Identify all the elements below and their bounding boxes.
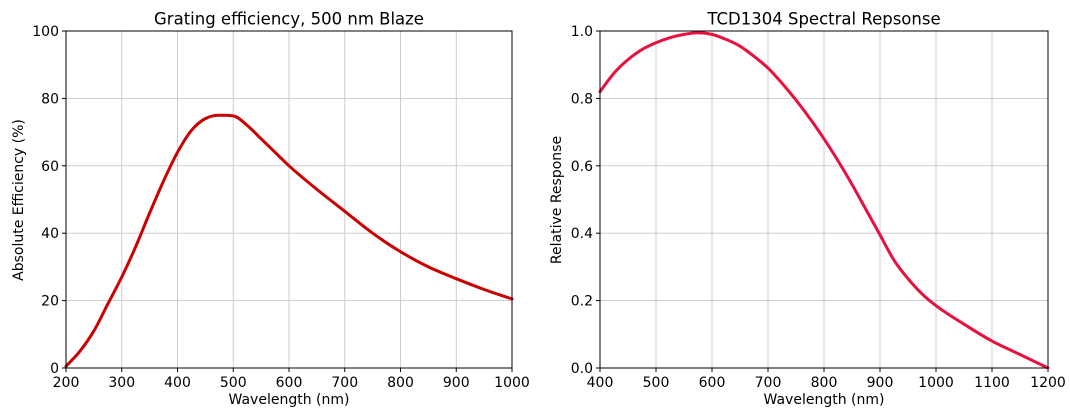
y-tick-label: 100 [32, 24, 59, 40]
chart-grating-efficiency: Grating efficiency, 500 nm Blaze Wavelen… [11, 10, 530, 409]
x-tick-label: 1000 [918, 375, 954, 391]
y-tick-label: 0.0 [571, 361, 593, 377]
y-tick-label: 40 [41, 226, 59, 242]
x-tick-label: 400 [587, 375, 614, 391]
x-tick-label: 1200 [1030, 375, 1066, 391]
x-tick-label: 500 [643, 375, 670, 391]
x-axis-label: Wavelength (nm) [764, 392, 885, 408]
x-tick-label: 400 [164, 375, 191, 391]
y-tick-label: 20 [41, 294, 59, 310]
x-tick-label: 900 [867, 375, 894, 391]
series-line [64, 113, 514, 368]
x-tick-label: 600 [276, 375, 303, 391]
y-tick-label: 0.6 [571, 159, 593, 175]
x-tick-label: 800 [811, 375, 838, 391]
x-tick-label: 1100 [974, 375, 1010, 391]
x-tick-label: 500 [220, 375, 247, 391]
x-tick-label: 200 [53, 375, 80, 391]
x-tick-label: 900 [443, 375, 470, 391]
y-axis-label: Relative Response [549, 136, 565, 264]
series-line [598, 31, 1050, 370]
x-tick-label: 700 [755, 375, 782, 391]
y-axis-label: Absolute Efficiency (%) [11, 119, 27, 281]
axes-frame [65, 30, 513, 369]
grid [65, 30, 513, 369]
ticks: 400 500 600 700 800 900 1000 1100 1200 0.0 0.2 0.4 0… [571, 24, 1066, 391]
y-tick-label: 0.2 [571, 294, 593, 310]
x-tick-label: 600 [699, 375, 726, 391]
axes-frame [599, 30, 1049, 369]
chart-title: Grating efficiency, 500 nm Blaze [154, 10, 424, 29]
grid [599, 30, 1049, 369]
y-tick-label: 0.8 [571, 91, 593, 107]
x-tick-label: 1000 [494, 375, 530, 391]
y-tick-label: 80 [41, 91, 59, 107]
ticks: 200 300 400 500 600 700 800 900 1000 0 20 40 60 80 100 [32, 24, 530, 391]
chart-spectral-response: TCD1304 Spectral Repsonse Wavelength (nm… [549, 10, 1066, 409]
chart-title: TCD1304 Spectral Repsonse [706, 10, 940, 29]
y-tick-label: 0 [50, 361, 59, 377]
x-axis-label: Wavelength (nm) [229, 392, 350, 408]
x-tick-label: 700 [331, 375, 358, 391]
y-tick-label: 0.4 [571, 226, 593, 242]
x-tick-label: 300 [108, 375, 135, 391]
x-tick-label: 800 [387, 375, 414, 391]
y-tick-label: 60 [41, 159, 59, 175]
y-tick-label: 1.0 [571, 24, 593, 40]
